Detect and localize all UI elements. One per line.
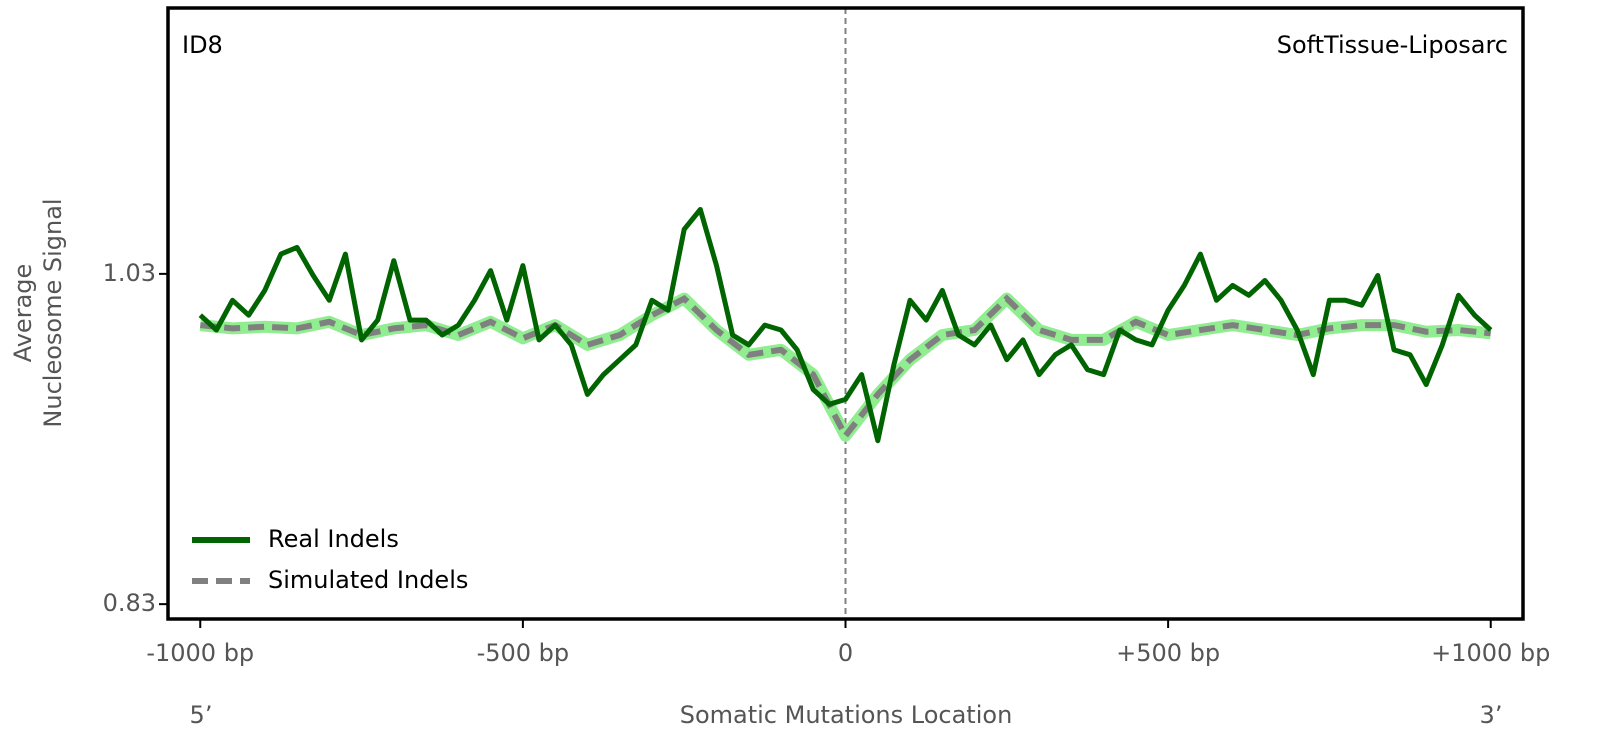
annotation: SoftTissue-Liposarc — [1277, 31, 1508, 59]
line — [198, 207, 1493, 444]
legend-label: Simulated Indels — [268, 566, 468, 594]
y-tick-label: 1.03 — [103, 259, 156, 287]
x-tick-label: -1000 bp — [146, 639, 254, 667]
x-tick-label: -500 bp — [477, 639, 570, 667]
x-axis-label: Somatic Mutations Location — [680, 701, 1013, 729]
plot-frame — [166, 6, 1525, 621]
legend-label: Real Indels — [268, 525, 399, 553]
x-tick-label: +500 bp — [1116, 639, 1220, 667]
y-axis-label: Average — [9, 264, 37, 363]
annotation: ID8 — [182, 31, 223, 59]
y-tick-label: 0.83 — [103, 589, 156, 617]
y-axis-label: Nucleosome Signal — [39, 198, 67, 427]
end-label: 5’ — [190, 701, 213, 729]
line — [199, 294, 1492, 442]
x-tick-label: +1000 bp — [1431, 639, 1550, 667]
end-label: 3’ — [1480, 701, 1503, 729]
x-tick-label: 0 — [838, 639, 853, 667]
